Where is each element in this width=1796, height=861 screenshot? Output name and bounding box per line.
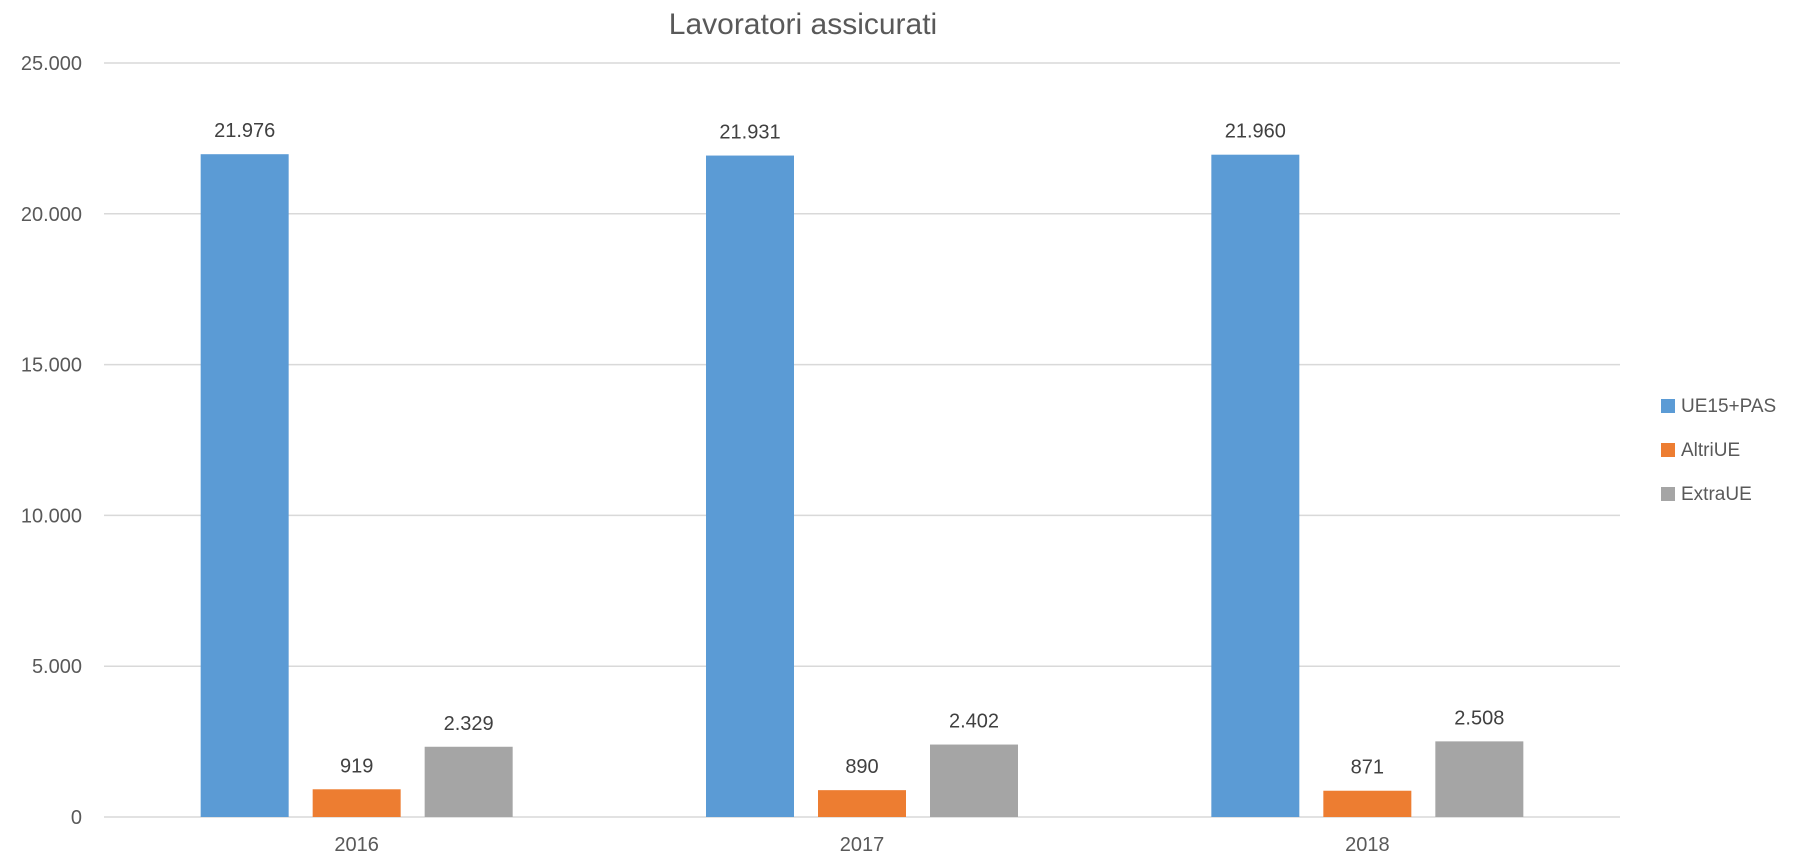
data-label: 890 [845, 756, 878, 778]
data-label: 2.329 [444, 713, 494, 735]
data-label: 919 [340, 755, 373, 777]
bar-ue15-pas-2016[interactable] [200, 154, 289, 817]
y-tick-label: 0 [71, 807, 82, 829]
bar-ue15-pas-2017[interactable] [706, 155, 794, 817]
data-label: 21.960 [1225, 121, 1286, 143]
legend-swatch [1661, 443, 1675, 457]
y-tick-label: 15.000 [21, 355, 82, 377]
legend-swatch [1661, 399, 1675, 413]
y-tick-label: 5.000 [32, 656, 82, 678]
bar-extraue-2016[interactable] [424, 746, 513, 817]
data-label: 2.508 [1454, 707, 1504, 729]
legend[interactable]: UE15+PAS AltriUE ExtraUE [1661, 396, 1776, 505]
legend-swatch [1661, 487, 1675, 501]
x-axis-tick-labels: 2016 2017 2018 [334, 834, 1389, 856]
bar-ue15-pas-2018[interactable] [1211, 154, 1300, 817]
bar-altriue-2017[interactable] [818, 790, 906, 817]
bar-extraue-2017[interactable] [930, 744, 1018, 817]
chart-title: Lavoratori assicurati [669, 8, 937, 41]
legend-item-extraue[interactable]: ExtraUE [1661, 484, 1752, 505]
x-tick-label: 2018 [1345, 834, 1390, 856]
legend-item-ue15-pas[interactable]: UE15+PAS [1661, 396, 1776, 417]
data-labels: 21.976 919 2.329 21.931 890 2.402 21.960 871 2.5… [214, 120, 1504, 779]
legend-label: ExtraUE [1681, 484, 1752, 505]
bar-altriue-2016[interactable] [312, 789, 401, 817]
y-tick-label: 20.000 [21, 204, 82, 226]
legend-item-altriue[interactable]: AltriUE [1661, 440, 1740, 461]
x-tick-label: 2016 [334, 834, 379, 856]
legend-label: AltriUE [1681, 440, 1740, 461]
y-axis-tick-labels: 0 5.000 10.000 15.000 20.000 25.000 [21, 53, 82, 829]
y-tick-label: 25.000 [21, 53, 82, 75]
bars [200, 154, 1524, 817]
y-tick-label: 10.000 [21, 505, 82, 527]
bar-altriue-2018[interactable] [1323, 790, 1412, 817]
data-label: 871 [1351, 757, 1384, 779]
x-tick-label: 2017 [840, 834, 885, 856]
data-label: 2.402 [949, 711, 999, 733]
legend-label: UE15+PAS [1681, 396, 1776, 417]
data-label: 21.976 [214, 120, 275, 142]
data-label: 21.931 [719, 122, 780, 144]
bar-extraue-2018[interactable] [1435, 741, 1524, 817]
